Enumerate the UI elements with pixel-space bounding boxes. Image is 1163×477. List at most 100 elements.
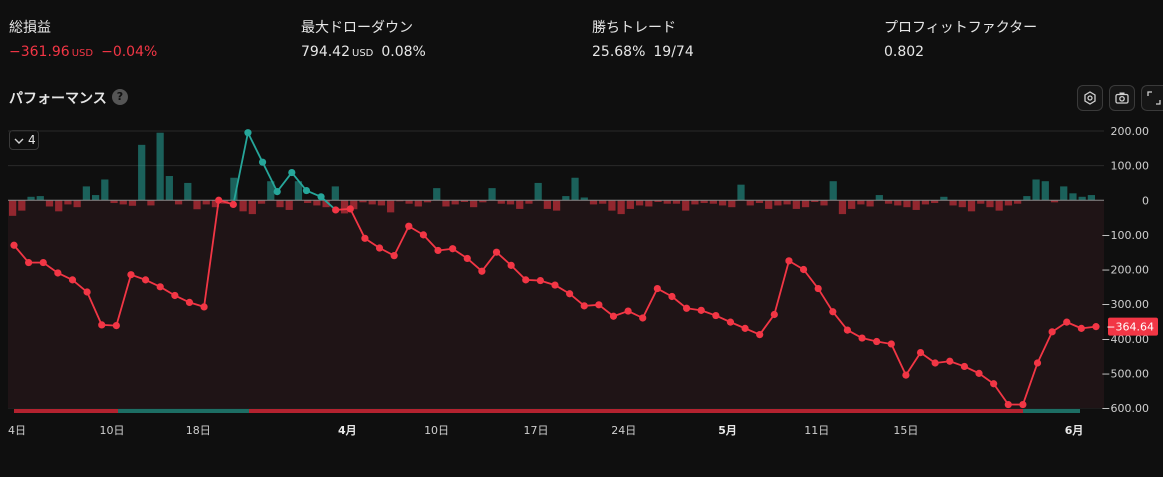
trade-bar xyxy=(921,200,930,205)
pnl-point xyxy=(288,168,296,177)
settings-icon[interactable] xyxy=(1077,85,1103,111)
pnl-line-segment xyxy=(802,268,819,290)
pnl-point xyxy=(726,318,735,326)
stat-value: 0.802 xyxy=(884,43,1037,63)
trade-bar xyxy=(543,200,551,209)
x-tick-label: 15日 xyxy=(893,424,918,437)
trade-bar xyxy=(857,200,865,205)
pnl-point xyxy=(1004,400,1012,409)
trade-bar xyxy=(838,200,847,215)
trade-bar xyxy=(248,200,256,215)
trade-bar xyxy=(340,200,349,214)
trade-bar xyxy=(45,200,54,207)
trade-bar xyxy=(829,181,837,201)
trade-bar xyxy=(27,196,35,201)
stat-extra: −0.04% xyxy=(101,44,158,60)
pnl-line-segment xyxy=(817,288,834,313)
pnl-line-segment xyxy=(261,161,278,192)
trade-bar xyxy=(967,200,976,212)
pnl-line-segment xyxy=(393,225,410,257)
trade-bar xyxy=(801,200,810,208)
performance-title: パフォーマンス xyxy=(9,91,107,107)
pnl-point xyxy=(332,206,340,214)
trade-bar xyxy=(516,200,524,209)
y-tick-label: −400.00 xyxy=(1101,333,1149,346)
trade-bar xyxy=(958,200,966,208)
trade-bar xyxy=(700,200,708,204)
pnl-point xyxy=(54,269,62,277)
pnl-point xyxy=(449,245,457,253)
pnl-line-segment xyxy=(481,251,498,272)
y-tick-label: −600.00 xyxy=(1101,402,1149,415)
pnl-line-segment xyxy=(890,343,907,376)
trade-bar xyxy=(9,200,17,216)
trade-bar xyxy=(765,200,773,209)
trade-bar xyxy=(442,200,450,207)
stat-label: プロフィットファクター xyxy=(884,20,1038,36)
pnl-point xyxy=(668,292,676,301)
pnl-point xyxy=(1063,318,1071,326)
trade-bar xyxy=(940,196,948,201)
pnl-point xyxy=(405,222,413,230)
camera-icon[interactable] xyxy=(1109,85,1135,111)
trade-bar xyxy=(451,200,459,205)
trade-bar xyxy=(184,182,192,201)
pnl-line-segment xyxy=(641,288,659,319)
trade-bar xyxy=(1032,179,1040,201)
pnl-point xyxy=(536,276,544,285)
trade-bar xyxy=(414,200,422,207)
y-tick-label: 200.00 xyxy=(1111,125,1150,138)
help-icon[interactable]: ? xyxy=(112,89,128,105)
y-tick-label: −300.00 xyxy=(1101,298,1149,311)
trade-bar xyxy=(433,188,441,201)
y-tick-label: 0 xyxy=(1142,194,1149,207)
trade-bar xyxy=(257,200,266,204)
stat-value: 794.42 USD 0.08% xyxy=(301,43,426,63)
trade-bar xyxy=(313,200,321,206)
y-tick-label: −200.00 xyxy=(1101,264,1149,277)
pnl-point xyxy=(609,312,618,320)
pnl-line-segment xyxy=(1036,331,1053,364)
trade-bar xyxy=(1060,186,1068,201)
pnl-point xyxy=(814,284,822,293)
pnl-point xyxy=(522,276,530,284)
pnl-point xyxy=(756,330,764,339)
stat-0: 総損益 −361.96 USD −0.04% xyxy=(9,18,157,63)
pnl-point xyxy=(375,244,384,252)
trade-bar xyxy=(276,200,284,208)
pnl-point xyxy=(960,362,969,371)
pnl-point xyxy=(873,337,881,346)
last-value-label: −364.64 xyxy=(1106,321,1154,334)
pnl-line-segment xyxy=(115,274,132,326)
trade-bar xyxy=(534,182,542,201)
stat-label: 総損益 xyxy=(9,20,51,36)
pnl-line-segment xyxy=(758,313,776,336)
trade-bar xyxy=(811,200,819,202)
stat-2: 勝ちトレード 25.68% 19/74 xyxy=(592,18,694,63)
fullscreen-icon[interactable] xyxy=(1141,85,1163,111)
pnl-line-segment xyxy=(291,171,308,192)
trade-bar xyxy=(322,200,330,208)
pnl-point xyxy=(244,129,252,137)
trade-bar xyxy=(525,200,533,204)
pnl-line-segment xyxy=(773,260,790,315)
trade-bar xyxy=(396,200,404,202)
trade-bar xyxy=(479,200,487,203)
trade-bar xyxy=(875,195,883,201)
period-strip xyxy=(1023,409,1080,413)
pnl-point xyxy=(112,321,120,330)
dropdown-value: 4 xyxy=(28,133,36,147)
pnl-point xyxy=(712,311,720,320)
trade-bar xyxy=(903,200,911,208)
period-strip xyxy=(249,409,1023,413)
trade-bar xyxy=(138,144,146,201)
pnl-point xyxy=(697,306,705,314)
x-tick-label: 10日 xyxy=(424,424,449,437)
trade-bar xyxy=(128,200,137,206)
trade-bar xyxy=(820,200,828,206)
trade-bar xyxy=(147,200,155,206)
pnl-point xyxy=(551,281,559,289)
trade-bar xyxy=(737,184,745,201)
pnl-point xyxy=(492,248,501,256)
